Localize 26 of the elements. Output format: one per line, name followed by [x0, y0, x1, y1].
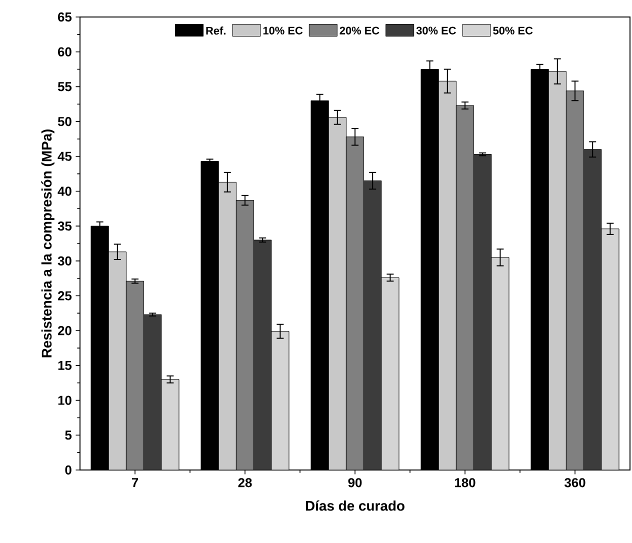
- y-tick-label: 5: [65, 430, 72, 440]
- legend-label: 20% EC: [340, 26, 380, 34]
- y-tick-label: 10: [58, 396, 72, 405]
- y-tick-label: 60: [58, 47, 72, 56]
- x-axis-title: Días de curado: [306, 500, 404, 511]
- y-tick-label: 30: [58, 256, 72, 266]
- x-tick-label: 28: [238, 478, 252, 488]
- y-axis-title: Resistencia a la compresión (MPa): [41, 129, 54, 358]
- y-tick-label: 55: [58, 82, 72, 92]
- legend-label: 30% EC: [416, 26, 456, 34]
- y-tick-label: 20: [58, 326, 72, 336]
- y-tick-label: 65: [58, 12, 72, 22]
- x-tick-label: 7: [132, 478, 138, 487]
- legend-label: Ref.: [206, 26, 226, 35]
- y-tick-label: 45: [58, 152, 72, 161]
- legend-label: 10% EC: [263, 26, 303, 34]
- x-tick-label: 180: [455, 478, 476, 488]
- y-tick-label: 35: [58, 221, 72, 231]
- x-tick-label: 360: [564, 478, 586, 488]
- y-tick-label: 50: [58, 116, 72, 126]
- y-tick-label: 25: [58, 291, 72, 300]
- y-tick-label: 0: [65, 465, 72, 475]
- y-tick-label: 40: [58, 186, 72, 196]
- legend-label: 50% EC: [493, 26, 533, 34]
- y-tick-label: 15: [58, 360, 72, 370]
- x-tick-label: 90: [348, 478, 362, 488]
